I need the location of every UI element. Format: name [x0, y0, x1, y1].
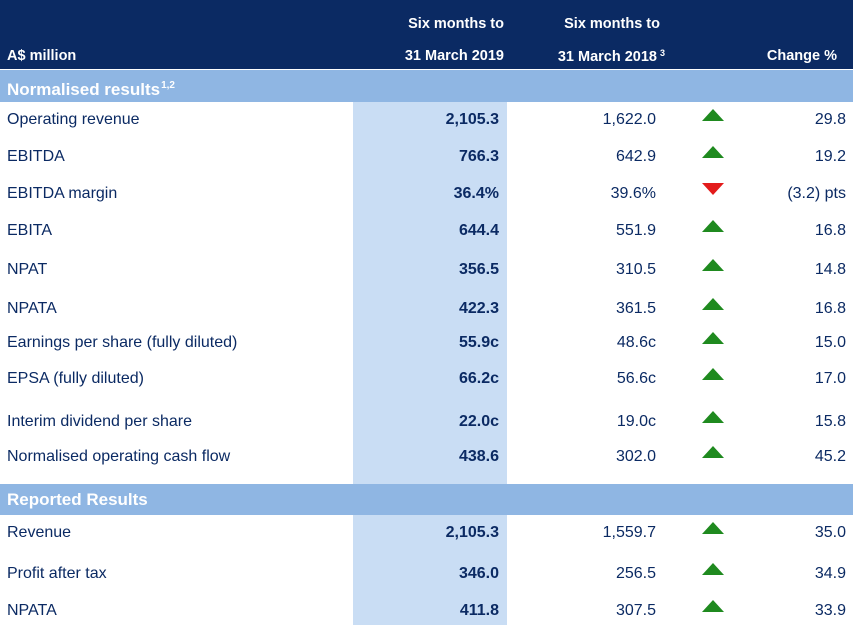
- row-label: Profit after tax: [7, 565, 107, 582]
- col-2019-heading-line2: 31 March 2019: [404, 48, 504, 64]
- value-2019: 438.6: [458, 448, 499, 465]
- table-row: NPATA 422.3 361.5 16.8: [0, 292, 853, 328]
- section-title-text: Normalised results: [7, 80, 161, 99]
- triangle-up-icon: [702, 411, 724, 423]
- table-row: EBITDA margin 36.4% 39.6% (3.2) pts: [0, 177, 853, 213]
- section-title: Normalised results1,2: [7, 75, 175, 101]
- change-value: 17.0: [814, 370, 846, 387]
- row-label: Earnings per share (fully diluted): [7, 334, 238, 351]
- footnote-marker: 3: [659, 48, 665, 58]
- table-row: Revenue 2,105.3 1,559.7 35.0: [0, 516, 853, 552]
- section-normalised-results: Normalised results1,2: [0, 70, 853, 102]
- value-2019: 2,105.3: [445, 524, 499, 541]
- change-heading: Change %: [766, 48, 837, 64]
- row-label: EBITDA margin: [7, 185, 118, 202]
- triangle-up-icon: [702, 332, 724, 344]
- change-value: 29.8: [814, 111, 846, 128]
- row-label: Revenue: [7, 524, 72, 541]
- value-2019: 55.9c: [458, 334, 499, 351]
- value-2019: 644.4: [458, 222, 499, 239]
- highlight-column-reported: [353, 515, 507, 625]
- section-title: Reported Results: [7, 489, 148, 511]
- triangle-down-icon: [702, 183, 724, 195]
- table-row: Interim dividend per share 22.0c 19.0c 15.8: [0, 405, 853, 441]
- highlight-column-normalised: [353, 102, 507, 484]
- triangle-up-icon: [702, 446, 724, 458]
- value-2019: 22.0c: [458, 413, 499, 430]
- value-2019: 411.8: [459, 602, 499, 619]
- change-value: 15.8: [814, 413, 846, 430]
- triangle-up-icon: [702, 259, 724, 271]
- change-value: 16.8: [814, 300, 846, 317]
- value-2019: 346.0: [458, 565, 499, 582]
- change-value: 15.0: [814, 334, 846, 351]
- change-value: 45.2: [814, 448, 846, 465]
- row-label: NPATA: [7, 602, 57, 619]
- table-row: Operating revenue 2,105.3 1,622.0 29.8: [0, 103, 853, 139]
- table-row: Normalised operating cash flow 438.6 302.0…: [0, 440, 853, 476]
- change-value: 19.2: [814, 148, 846, 165]
- change-value: 16.8: [814, 222, 846, 239]
- value-2018: 256.5: [615, 565, 656, 582]
- table-row: NPAT 356.5 310.5 14.8: [0, 253, 853, 289]
- row-label: EPSA (fully diluted): [7, 370, 144, 387]
- table-row: EBITA 644.4 551.9 16.8: [0, 214, 853, 250]
- table-row: Profit after tax 346.0 256.5 34.9: [0, 557, 853, 593]
- value-2018: 1,622.0: [602, 111, 656, 128]
- col-2019-heading-line1: Six months to: [408, 16, 504, 32]
- triangle-up-icon: [702, 220, 724, 232]
- table-header: A$ million Six months to 31 March 2019 S…: [0, 0, 853, 69]
- row-label: Operating revenue: [7, 111, 140, 128]
- table-row: NPATA 411.8 307.5 33.9: [0, 594, 853, 630]
- triangle-up-icon: [702, 109, 724, 121]
- row-label: NPATA: [7, 300, 57, 317]
- col-2018-heading-text: 31 March 2018: [557, 49, 657, 65]
- row-label: NPAT: [7, 261, 48, 278]
- value-2019: 36.4%: [453, 185, 499, 202]
- value-2018: 48.6c: [616, 334, 656, 351]
- row-label: Interim dividend per share: [7, 413, 192, 430]
- table-row: Earnings per share (fully diluted) 55.9c 4…: [0, 326, 853, 362]
- section-reported-results: Reported Results: [0, 484, 853, 515]
- value-2018: 56.6c: [616, 370, 656, 387]
- change-value: 14.8: [814, 261, 846, 278]
- value-2018: 642.9: [615, 148, 656, 165]
- triangle-up-icon: [702, 146, 724, 158]
- triangle-up-icon: [702, 563, 724, 575]
- value-2018: 551.9: [615, 222, 656, 239]
- table-row: EBITDA 766.3 642.9 19.2: [0, 140, 853, 176]
- row-label: EBITA: [7, 222, 53, 239]
- value-2018: 1,559.7: [602, 524, 656, 541]
- row-label: Normalised operating cash flow: [7, 448, 231, 465]
- value-2019: 356.5: [458, 261, 499, 278]
- triangle-up-icon: [702, 368, 724, 380]
- value-2018: 310.5: [615, 261, 656, 278]
- triangle-up-icon: [702, 600, 724, 612]
- value-2019: 766.3: [458, 148, 499, 165]
- row-label: EBITDA: [7, 148, 65, 165]
- change-value: 34.9: [814, 565, 846, 582]
- change-value: 33.9: [814, 602, 846, 619]
- value-2018: 39.6%: [610, 185, 656, 202]
- col-2018-heading-line2: 31 March 2018 3: [520, 41, 665, 69]
- table-row: EPSA (fully diluted) 66.2c 56.6c 17.0: [0, 362, 853, 398]
- value-2019: 66.2c: [458, 370, 499, 387]
- triangle-up-icon: [702, 522, 724, 534]
- change-value: 35.0: [814, 524, 846, 541]
- triangle-up-icon: [702, 298, 724, 310]
- value-2019: 2,105.3: [445, 111, 499, 128]
- value-2019: 422.3: [458, 300, 499, 317]
- change-value: (3.2) pts: [787, 185, 846, 202]
- value-2018: 307.5: [615, 602, 656, 619]
- col-2018-heading-line1: Six months to: [564, 16, 660, 32]
- section-title-text: Reported Results: [7, 490, 148, 509]
- value-2018: 361.5: [615, 300, 656, 317]
- value-2018: 302.0: [615, 448, 656, 465]
- value-2018: 19.0c: [616, 413, 656, 430]
- unit-label: A$ million: [7, 48, 77, 64]
- footnote-marker: 1,2: [161, 80, 175, 91]
